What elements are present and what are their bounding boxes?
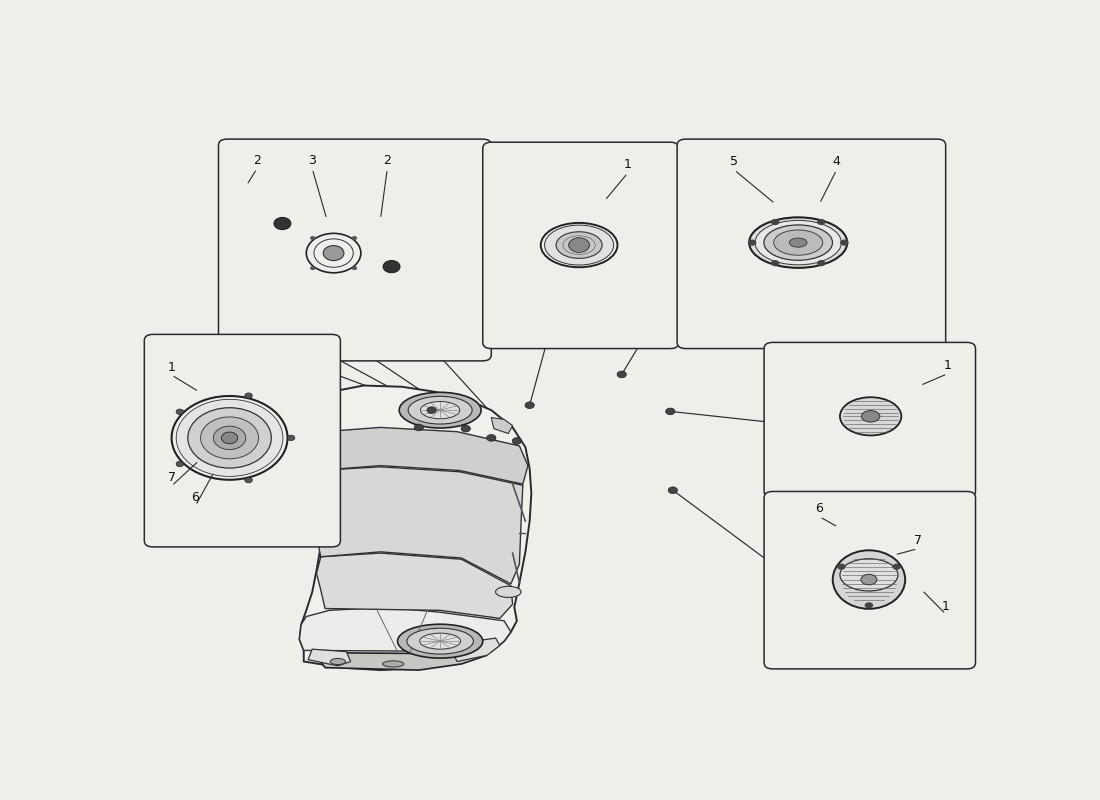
Circle shape bbox=[310, 236, 316, 240]
Circle shape bbox=[213, 426, 245, 450]
Ellipse shape bbox=[408, 396, 472, 424]
Ellipse shape bbox=[420, 402, 460, 418]
Circle shape bbox=[352, 266, 358, 270]
Polygon shape bbox=[317, 553, 513, 618]
Ellipse shape bbox=[397, 624, 483, 658]
FancyBboxPatch shape bbox=[483, 142, 679, 349]
Circle shape bbox=[274, 218, 290, 230]
FancyBboxPatch shape bbox=[144, 334, 340, 547]
Circle shape bbox=[668, 487, 678, 494]
Ellipse shape bbox=[330, 658, 345, 665]
Circle shape bbox=[617, 371, 626, 378]
Polygon shape bbox=[312, 427, 528, 484]
Text: 2: 2 bbox=[383, 154, 392, 167]
Circle shape bbox=[383, 261, 400, 273]
Ellipse shape bbox=[840, 398, 901, 435]
Circle shape bbox=[771, 219, 780, 225]
Text: 4: 4 bbox=[833, 155, 840, 169]
Text: 1: 1 bbox=[624, 158, 631, 171]
Text: 7: 7 bbox=[913, 534, 922, 547]
Text: 2: 2 bbox=[253, 154, 261, 167]
Text: 6: 6 bbox=[191, 491, 199, 504]
Ellipse shape bbox=[861, 410, 880, 422]
Text: 1: 1 bbox=[167, 361, 176, 374]
Ellipse shape bbox=[773, 230, 823, 255]
Circle shape bbox=[525, 402, 535, 409]
Polygon shape bbox=[308, 649, 351, 666]
Circle shape bbox=[865, 602, 873, 608]
Ellipse shape bbox=[763, 225, 833, 260]
Ellipse shape bbox=[383, 661, 404, 667]
Circle shape bbox=[837, 564, 846, 570]
Circle shape bbox=[323, 246, 344, 261]
Circle shape bbox=[245, 393, 252, 398]
Circle shape bbox=[513, 438, 521, 444]
Circle shape bbox=[176, 399, 283, 477]
Circle shape bbox=[817, 260, 825, 266]
Polygon shape bbox=[299, 607, 510, 652]
Circle shape bbox=[188, 408, 272, 468]
FancyBboxPatch shape bbox=[764, 491, 976, 669]
Circle shape bbox=[666, 408, 675, 414]
Text: 5: 5 bbox=[730, 155, 738, 169]
Circle shape bbox=[771, 260, 780, 266]
Circle shape bbox=[310, 266, 316, 270]
Polygon shape bbox=[295, 386, 531, 670]
Circle shape bbox=[486, 434, 496, 442]
Circle shape bbox=[287, 435, 295, 441]
Ellipse shape bbox=[755, 220, 842, 265]
Circle shape bbox=[176, 462, 184, 466]
Ellipse shape bbox=[861, 574, 877, 585]
Circle shape bbox=[352, 236, 358, 240]
Text: 7: 7 bbox=[167, 471, 176, 485]
Circle shape bbox=[414, 424, 424, 430]
Ellipse shape bbox=[495, 586, 521, 598]
Circle shape bbox=[892, 564, 901, 570]
Text: 1: 1 bbox=[942, 599, 949, 613]
FancyBboxPatch shape bbox=[764, 342, 976, 498]
Circle shape bbox=[221, 432, 238, 444]
Ellipse shape bbox=[407, 628, 473, 654]
Circle shape bbox=[427, 406, 437, 414]
Ellipse shape bbox=[399, 392, 481, 428]
Ellipse shape bbox=[840, 558, 898, 591]
Circle shape bbox=[461, 426, 471, 432]
Circle shape bbox=[245, 478, 252, 483]
Ellipse shape bbox=[790, 238, 807, 247]
Circle shape bbox=[817, 219, 825, 225]
Polygon shape bbox=[451, 638, 499, 662]
Circle shape bbox=[569, 238, 590, 253]
Polygon shape bbox=[312, 650, 487, 670]
FancyBboxPatch shape bbox=[219, 139, 492, 361]
Polygon shape bbox=[312, 467, 522, 584]
Ellipse shape bbox=[833, 550, 905, 609]
Circle shape bbox=[840, 239, 848, 246]
Circle shape bbox=[200, 417, 258, 459]
Ellipse shape bbox=[420, 633, 461, 649]
FancyBboxPatch shape bbox=[678, 139, 946, 349]
Ellipse shape bbox=[749, 218, 847, 268]
Ellipse shape bbox=[557, 232, 602, 258]
Text: 3: 3 bbox=[308, 154, 316, 167]
Text: 1: 1 bbox=[944, 359, 952, 372]
Text: 6: 6 bbox=[815, 502, 824, 515]
Circle shape bbox=[176, 409, 184, 414]
Ellipse shape bbox=[544, 225, 614, 265]
Polygon shape bbox=[492, 418, 513, 434]
Circle shape bbox=[748, 239, 757, 246]
